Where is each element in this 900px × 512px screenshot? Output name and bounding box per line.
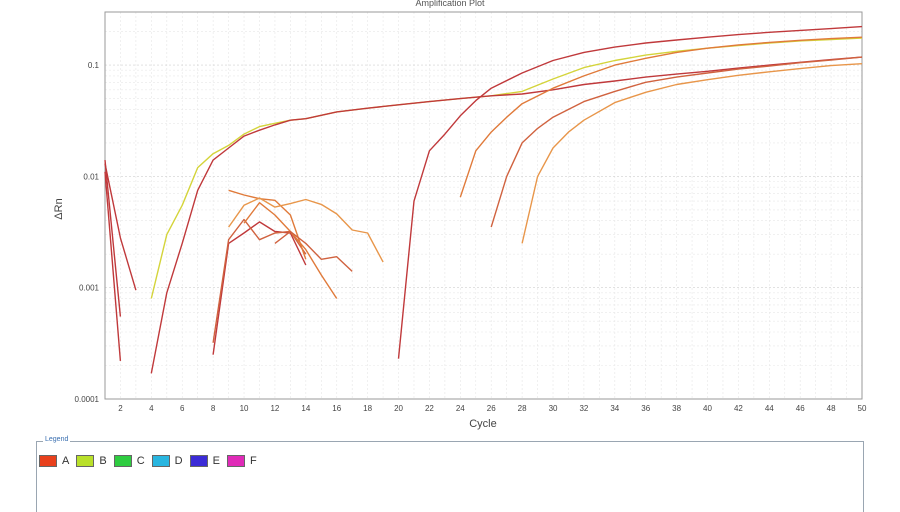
- x-tick-label: 48: [827, 404, 836, 413]
- series-line-12: [397, 25, 863, 359]
- series-line-9: [228, 197, 384, 263]
- y-tick-label: 0.0001: [75, 395, 100, 404]
- x-tick-label: 44: [765, 404, 774, 413]
- legend-item-d[interactable]: D: [151, 455, 183, 467]
- x-tick-label: 30: [549, 404, 558, 413]
- amplification-plot: Amplification Plot 2 4 6 8 10 12 14 16 18 20 22 24 2…: [53, 0, 867, 430]
- legend-panel: Legend A B C D E F: [36, 436, 864, 512]
- x-tick-label: 8: [211, 404, 216, 413]
- series-line-11: [274, 230, 353, 272]
- x-tick-label: 22: [425, 404, 434, 413]
- series-group: [104, 25, 863, 374]
- legend-swatch: [226, 455, 245, 467]
- legend-label: E: [212, 455, 220, 467]
- x-tick-labels: 2 4 6 8 10 12 14 16 18 20 22 24 26 28 30 32 34 36 38 40 42 44…: [118, 404, 867, 413]
- legend-title: Legend: [43, 436, 71, 443]
- legend-item-a[interactable]: A: [39, 455, 69, 467]
- x-tick-label: 10: [240, 404, 249, 413]
- legend-item-b[interactable]: B: [76, 455, 107, 467]
- x-tick-label: 32: [579, 404, 588, 413]
- x-tick-label: 24: [456, 404, 465, 413]
- legend-swatch: [189, 455, 208, 467]
- legend-label: B: [99, 455, 107, 467]
- legend-item-c[interactable]: C: [113, 455, 145, 467]
- y-tick-label: 0.1: [88, 61, 100, 70]
- legend-items: A B C D E F: [39, 455, 257, 467]
- x-tick-label: 50: [858, 404, 867, 413]
- x-tick-label: 18: [363, 404, 372, 413]
- plot-frame: [104, 11, 863, 400]
- legend-label: D: [174, 455, 183, 467]
- x-tick-label: 36: [641, 404, 650, 413]
- series-line-8: [228, 189, 307, 260]
- x-axis-label: Cycle: [469, 418, 497, 430]
- x-tick-label: 26: [487, 404, 496, 413]
- series-line-1: [104, 163, 137, 291]
- series-line-3: [104, 171, 122, 361]
- x-tick-label: 42: [734, 404, 743, 413]
- series-line-15: [521, 63, 863, 244]
- legend-swatch: [39, 455, 57, 467]
- x-tick-label: 38: [672, 404, 681, 413]
- legend-item-e[interactable]: E: [189, 455, 220, 467]
- x-tick-label: 34: [610, 404, 619, 413]
- x-tick-label: 20: [394, 404, 403, 413]
- grid: [104, 12, 863, 400]
- series-line-14: [490, 56, 863, 228]
- legend-label: F: [249, 455, 257, 467]
- legend-item-f[interactable]: F: [226, 455, 257, 467]
- series-line-2: [104, 160, 122, 317]
- x-tick-label: 14: [301, 404, 310, 413]
- x-tick-label: 46: [796, 404, 805, 413]
- y-axis-label: ΔRn: [53, 198, 65, 219]
- series-line-5: [150, 56, 863, 374]
- legend-swatch: [151, 455, 170, 467]
- y-tick-label: 0.01: [83, 172, 99, 181]
- legend-swatch: [113, 455, 132, 467]
- x-tick-label: 4: [149, 404, 154, 413]
- x-tick-label: 6: [180, 404, 185, 413]
- chart-title: Amplification Plot: [415, 0, 485, 8]
- x-tick-label: 12: [270, 404, 279, 413]
- x-tick-label: 28: [518, 404, 527, 413]
- series-line-13: [459, 36, 863, 198]
- y-tick-labels: 0.0001 0.001 0.01 0.1: [75, 61, 100, 404]
- legend-label: C: [136, 455, 145, 467]
- y-tick-label: 0.001: [79, 284, 100, 293]
- x-tick-label: 2: [118, 404, 123, 413]
- legend-swatch: [76, 455, 95, 467]
- x-tick-label: 16: [332, 404, 341, 413]
- x-tick-label: 40: [703, 404, 712, 413]
- legend-label: A: [62, 455, 70, 467]
